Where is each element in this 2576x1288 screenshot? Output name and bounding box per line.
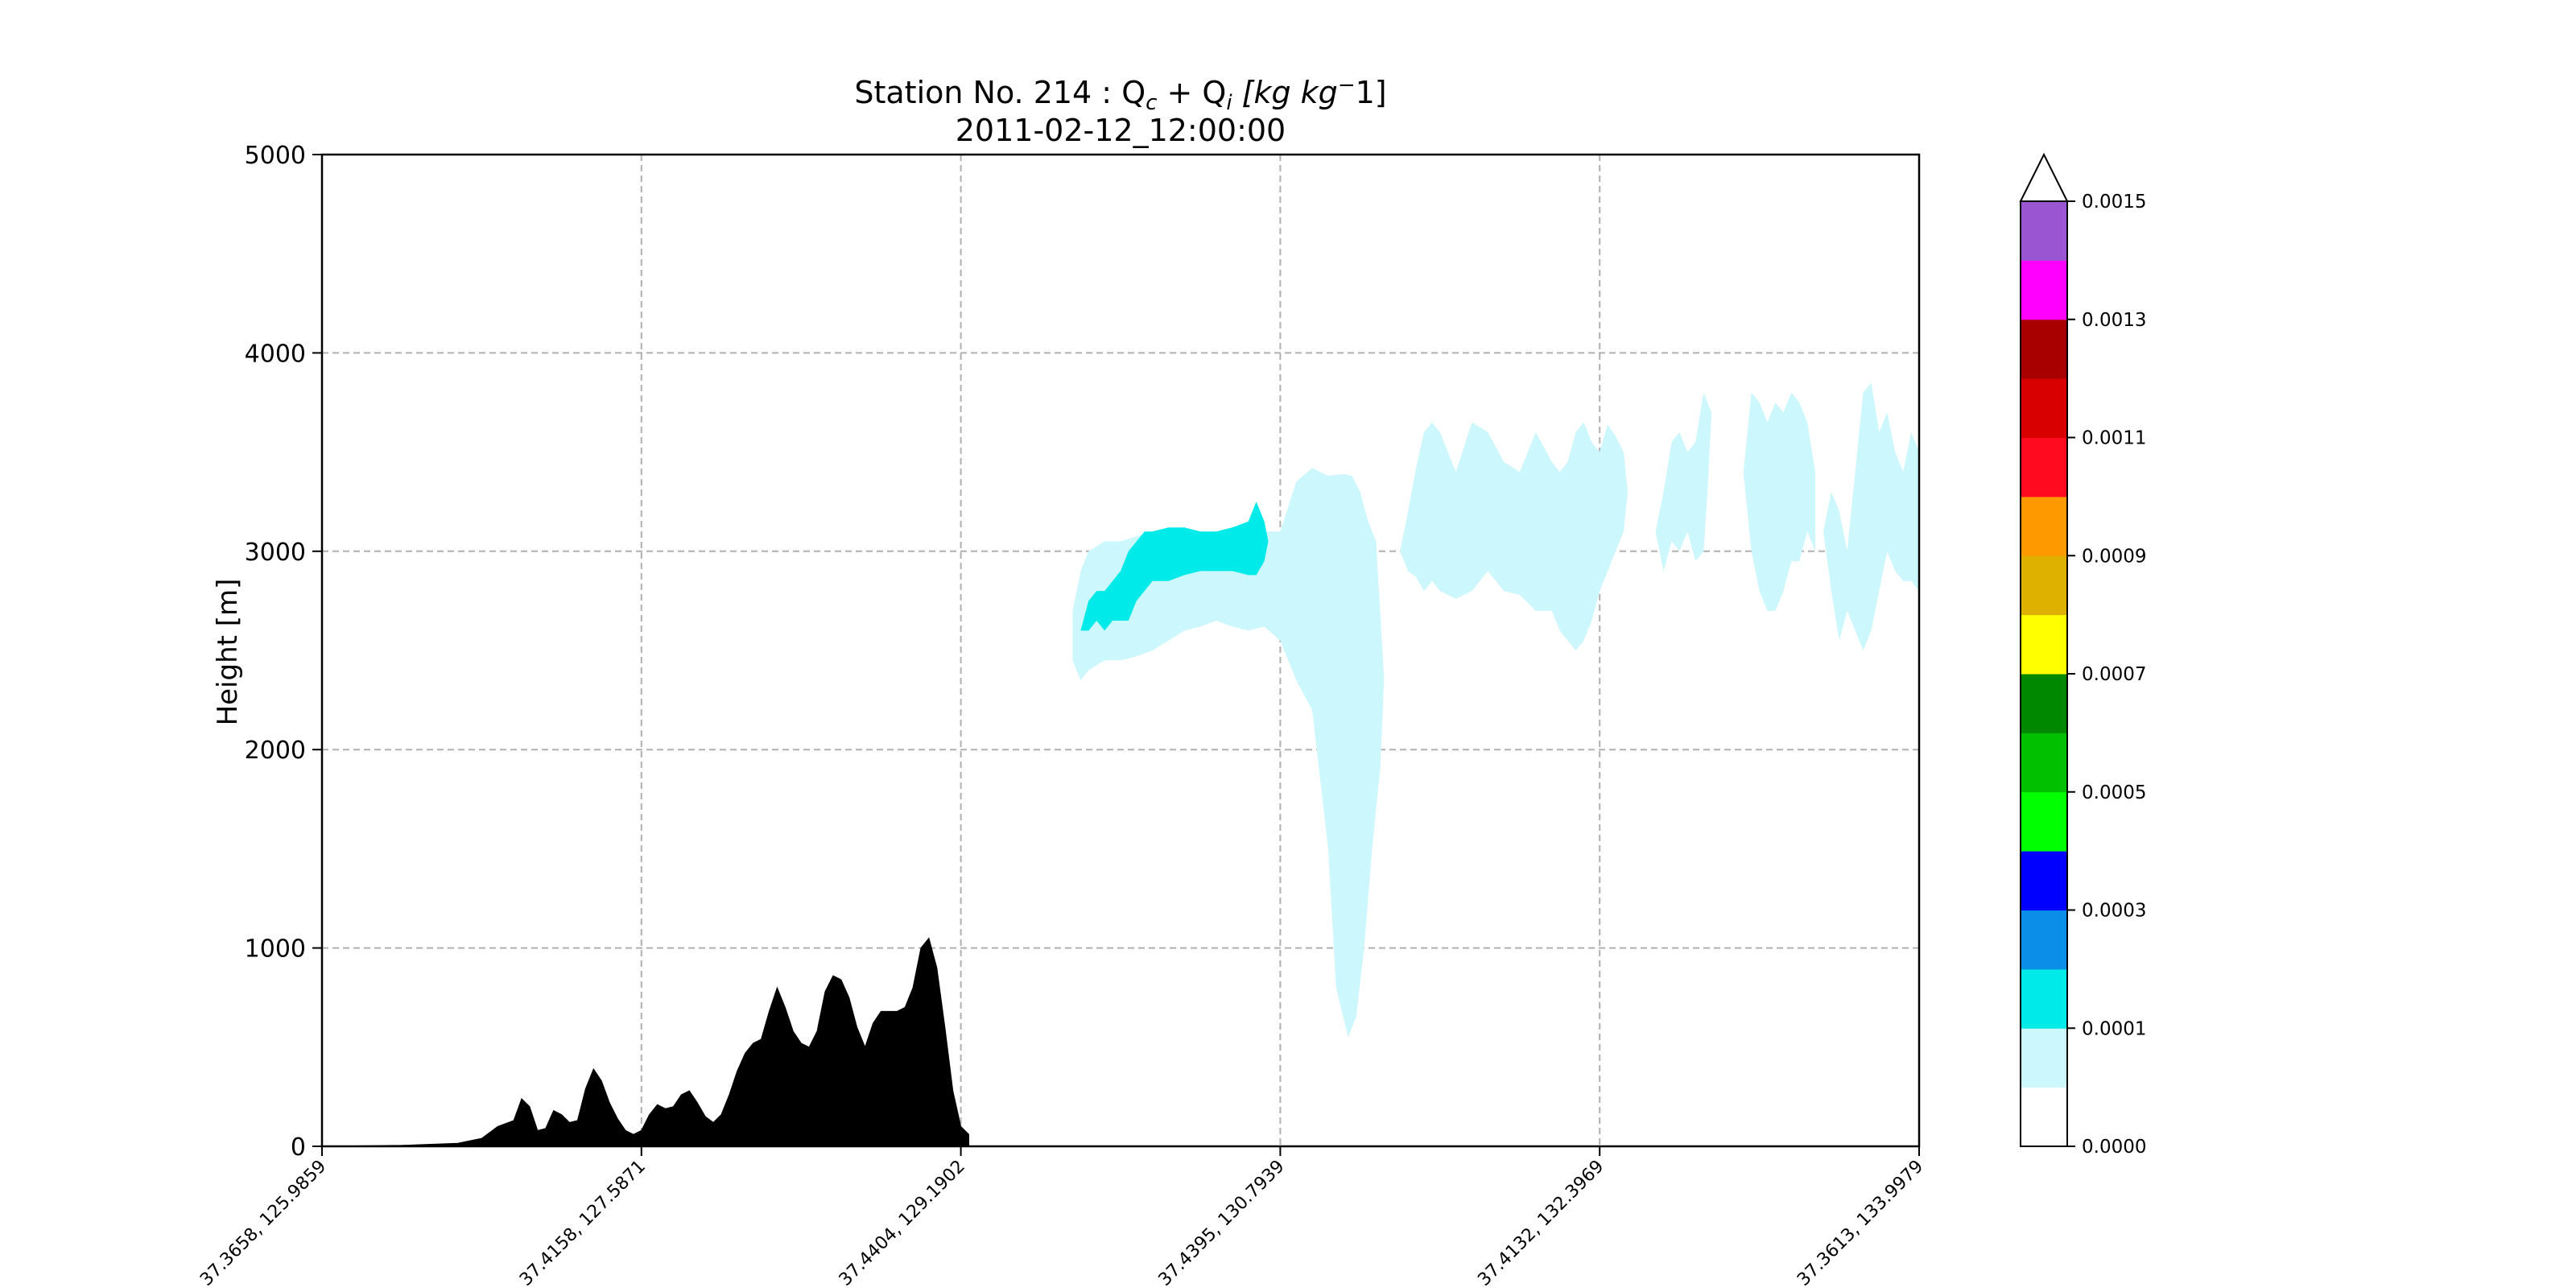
x-axis-ticks: 37.3658, 125.9859 37.4158, 127.5871 37.440… xyxy=(196,1146,1927,1288)
y-tick-label: 1000 xyxy=(245,935,306,964)
colorbar-cell xyxy=(2021,1087,2067,1147)
x-tick-label: 37.4158, 127.5871 xyxy=(516,1157,650,1288)
colorbar-cell xyxy=(2021,968,2067,1029)
x-tick-label: 37.3613, 133.9979 xyxy=(1794,1157,1927,1288)
colorbar-tick-label: 0.0013 xyxy=(2082,310,2146,331)
colorbar-cell xyxy=(2021,319,2067,379)
chart-subtitle: 2011-02-12_12:00:00 xyxy=(956,113,1286,148)
x-tick-label: 37.4404, 129.1902 xyxy=(836,1157,969,1288)
colorbar-cell xyxy=(2021,496,2067,556)
y-tick-label: 5000 xyxy=(245,142,306,170)
colorbar-tick-label: 0.0005 xyxy=(2082,782,2146,803)
cloud-region-2 xyxy=(1400,422,1628,650)
colorbar-cell xyxy=(2021,555,2067,616)
terrain xyxy=(322,937,969,1146)
colorbar-tick-label: 0.0000 xyxy=(2082,1137,2146,1158)
colorbar-tick-label: 0.0003 xyxy=(2082,901,2146,922)
y-tick-label: 0 xyxy=(291,1133,306,1162)
x-tick-label: 37.3658, 125.9859 xyxy=(196,1157,330,1288)
colorbar-cell xyxy=(2021,791,2067,852)
colorbar-tick-label: 0.0015 xyxy=(2082,192,2146,213)
colorbar-cell xyxy=(2021,1028,2067,1088)
cloud-region-5 xyxy=(1823,382,1919,650)
cloud-region-3 xyxy=(1655,392,1712,572)
colorbar-cell xyxy=(2021,851,2067,911)
cloud-region-1 xyxy=(1072,468,1385,1038)
cloud-region-6 xyxy=(1080,502,1269,631)
y-tick-label: 2000 xyxy=(245,737,306,765)
colorbar-cell xyxy=(2021,910,2067,970)
colorbar-tick-label: 0.0001 xyxy=(2082,1018,2146,1039)
colorbar-cell xyxy=(2021,201,2067,261)
terrain-profile xyxy=(322,937,969,1146)
y-tick-label: 3000 xyxy=(245,539,306,567)
colorbar-extend-arrow xyxy=(2019,152,2069,202)
cloud-contours xyxy=(1072,382,1919,1038)
y-tick-label: 4000 xyxy=(245,340,306,368)
y-axis-ticks: 0 1000 2000 3000 4000 5000 xyxy=(245,142,322,1162)
colorbar-tick-label: 0.0007 xyxy=(2082,664,2146,685)
colorbar-cell xyxy=(2021,733,2067,793)
x-tick-label: 37.4395, 130.7939 xyxy=(1155,1157,1289,1288)
colorbar-cell xyxy=(2021,378,2067,439)
colorbar-cell xyxy=(2021,260,2067,320)
x-tick-label: 37.4132, 132.3969 xyxy=(1474,1157,1608,1288)
colorbar-tick-label: 0.0011 xyxy=(2082,428,2146,449)
colorbar-tick-label: 0.0009 xyxy=(2082,546,2146,567)
colorbar-ticks: 0.0000 0.0001 0.0003 0.0005 0.0007 0.0009 0.00… xyxy=(2067,192,2146,1158)
y-axis-label: Height [m] xyxy=(212,579,244,726)
cloud-region-4 xyxy=(1743,392,1815,611)
plot-frame xyxy=(320,153,1921,1148)
chart-title: Station No. 214 : Qc + Qi [kg kg−1] xyxy=(854,73,1386,115)
colorbar-cells xyxy=(2021,201,2067,1147)
colorbar-cell xyxy=(2021,614,2067,675)
colorbar: 0.0000 0.0001 0.0003 0.0005 0.0007 0.0009 0.00… xyxy=(2019,152,2146,1158)
colorbar-cell xyxy=(2021,674,2067,733)
colorbar-cell xyxy=(2021,437,2067,497)
